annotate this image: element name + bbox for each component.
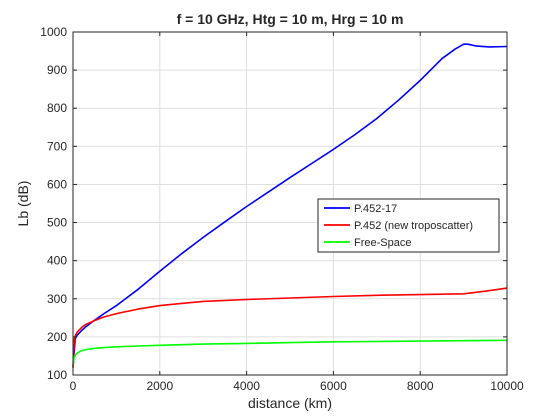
axes-box [72, 31, 508, 376]
ticks: 0 2000 4000 6000 8000 10000 100 200 300 400 500 600… [40, 25, 524, 393]
y-tick-label: 500 [47, 216, 67, 230]
x-axis-title: distance (km) [248, 395, 332, 411]
chart-title: f = 10 GHz, Htg = 10 m, Hrg = 10 m [177, 11, 404, 27]
legend-label-2: P.452 (new troposcatter) [354, 220, 473, 232]
x-tick-label: 6000 [320, 379, 347, 393]
series-layer [72, 43, 508, 369]
series-line-2 [72, 287, 508, 368]
legend: P.452-17 P.452 (new troposcatter) Free-Spa… [317, 198, 500, 253]
y-tick-label: 200 [47, 330, 67, 344]
y-tick-label: 100 [47, 368, 67, 382]
y-tick-label: 300 [47, 292, 67, 306]
y-tick-label: 600 [47, 177, 67, 191]
x-tick-label: 8000 [407, 379, 434, 393]
legend-label-1: P.452-17 [354, 203, 397, 215]
y-tick-label: 800 [47, 101, 67, 115]
y-axis-title: Lb (dB) [15, 181, 31, 227]
x-tick-label: 10000 [490, 379, 524, 393]
y-tick-label: 700 [47, 139, 67, 153]
x-tick-label: 0 [70, 379, 77, 393]
x-tick-label: 4000 [233, 379, 260, 393]
y-tick-label: 900 [47, 63, 67, 77]
legend-label-3: Free-Space [354, 237, 411, 249]
y-tick-label: 1000 [40, 25, 67, 39]
series-line-3 [72, 339, 508, 369]
y-tick-label: 400 [47, 254, 67, 268]
x-tick-label: 2000 [146, 379, 173, 393]
